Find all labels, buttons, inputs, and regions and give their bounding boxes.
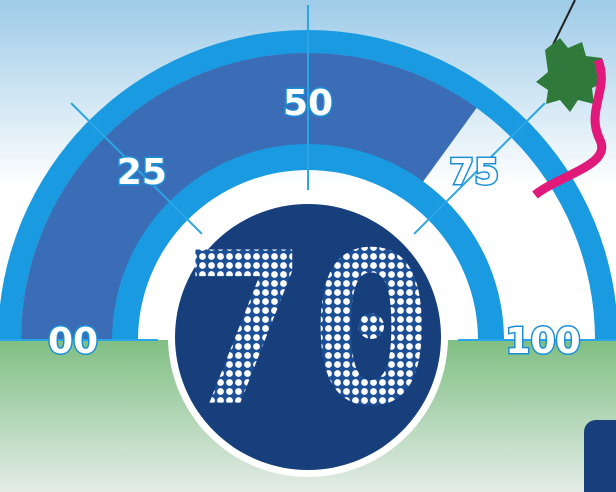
value-readout: 70 [182,208,435,453]
tick-mark [413,102,546,235]
tick-label: 00 [48,321,98,362]
inner-ring [112,144,504,340]
value-arc [21,53,477,341]
gauge: 00 25 50 75 100 70 [0,5,616,477]
tick-label: 75 [449,152,499,193]
tick-label: 100 [505,321,580,362]
tick-label: 25 [117,152,167,193]
dial [175,204,441,470]
holly [536,38,606,112]
tick-mark [70,102,203,235]
ribbon [532,58,607,199]
tick-label: 50 [283,83,333,124]
corner-panel [584,420,616,492]
